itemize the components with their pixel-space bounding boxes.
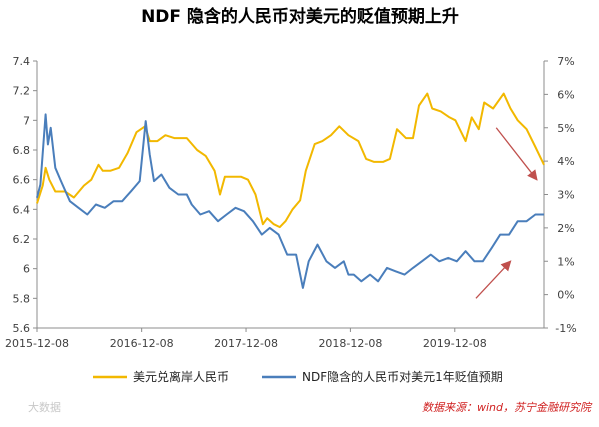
annotation-arrow-down — [495, 127, 538, 181]
left-tick-label: 6.2 — [13, 233, 31, 246]
annotation-arrow-up — [475, 260, 512, 299]
left-tick-label: 7.4 — [13, 55, 31, 68]
x-tick-label: 2018-12-08 — [318, 337, 382, 350]
right-tick-label: 4% — [557, 155, 574, 168]
right-tick-label: 5% — [557, 122, 574, 135]
right-tick-label: 1% — [557, 255, 574, 268]
left-tick-label: 7 — [23, 114, 30, 127]
left-tick-label: 6 — [23, 263, 30, 276]
x-tick-label: 2015-12-08 — [5, 337, 69, 350]
series-line-1 — [36, 92, 545, 229]
legend-label-1: 美元兑离岸人民币 — [133, 369, 229, 384]
left-tick-label: 6.4 — [13, 203, 31, 216]
x-tick-label: 2016-12-08 — [110, 337, 174, 350]
right-tick-label: 7% — [557, 55, 574, 68]
left-tick-label: 7.2 — [13, 85, 31, 98]
x-tick-label: 2017-12-08 — [214, 337, 278, 350]
right-tick-label: 3% — [557, 189, 574, 202]
right-tick-label: 0% — [557, 289, 574, 302]
legend-label-2: NDF隐含的人民币对美元1年贬值预期 — [302, 369, 503, 384]
watermark: 大数据 — [28, 400, 61, 414]
data-source: 数据来源：wind，苏宁金融研究院 — [422, 401, 593, 414]
right-tick-label: -1% — [555, 322, 576, 335]
left-tick-label: 6.8 — [13, 144, 31, 157]
series-line-2 — [36, 113, 544, 289]
left-tick-label: 5.6 — [13, 322, 31, 335]
chart-title: NDF 隐含的人民币对美元的贬值预期上升 — [141, 6, 459, 27]
left-tick-label: 6.6 — [13, 174, 31, 187]
right-tick-label: 6% — [557, 88, 574, 101]
x-tick-label: 2019-12-08 — [423, 337, 487, 350]
right-tick-label: 2% — [557, 222, 574, 235]
left-tick-label: 5.8 — [13, 292, 31, 305]
